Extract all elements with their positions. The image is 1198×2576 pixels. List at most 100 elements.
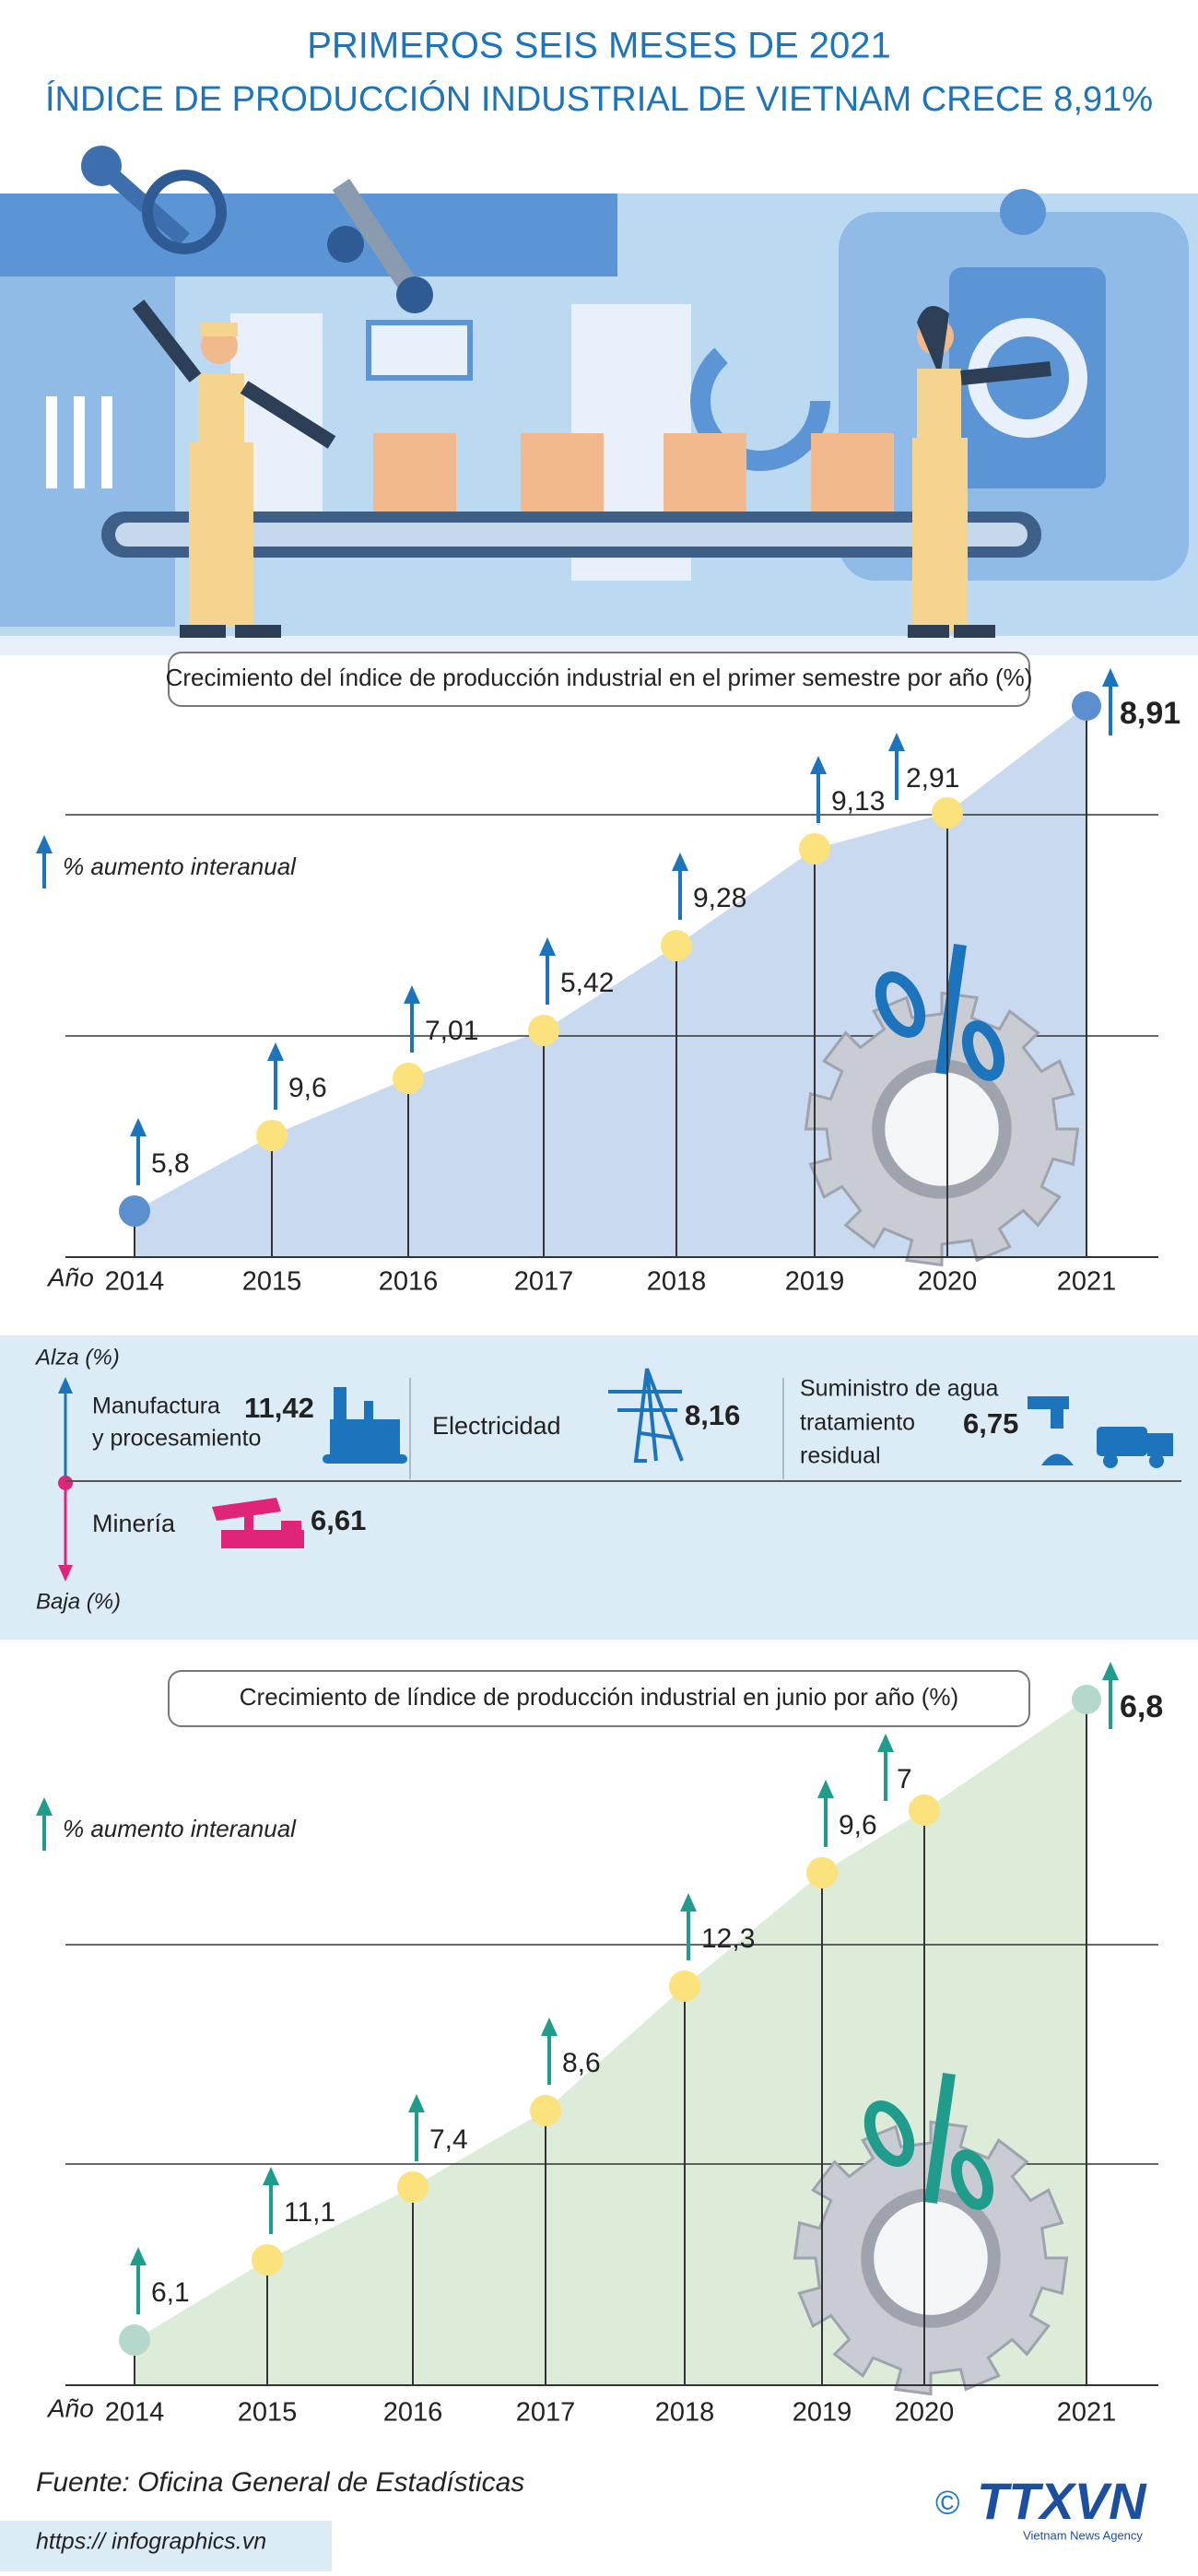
copyright: © xyxy=(935,2484,960,2522)
arrow-head xyxy=(263,2167,279,2185)
value-label: 8,6 xyxy=(562,2048,601,2078)
sector-name: y procesamiento xyxy=(92,1426,261,1452)
sector-name: residual xyxy=(800,1443,881,1469)
dot xyxy=(806,1857,838,1888)
title-box xyxy=(168,652,1030,707)
value-label: 7,4 xyxy=(429,2124,468,2155)
arrow-head xyxy=(680,1893,697,1911)
value-label: 11,1 xyxy=(284,2197,335,2228)
arrow-head xyxy=(1102,668,1119,687)
dot xyxy=(932,797,963,829)
value-label: 5,8 xyxy=(151,1148,190,1179)
dot xyxy=(909,1794,940,1826)
arrow-head xyxy=(404,985,420,1004)
sector-value: 6,61 xyxy=(311,1504,366,1536)
dot xyxy=(119,1195,150,1227)
sector-name: Minería xyxy=(92,1510,176,1537)
dot xyxy=(669,1970,700,2002)
title: PRIMEROS SEIS MESES DE 2021 xyxy=(307,26,891,66)
chart-title: Crecimiento del índice de producción ind… xyxy=(166,664,1033,691)
gear-hole xyxy=(872,1059,1012,1199)
percent-dot xyxy=(950,2149,994,2210)
url: https:// infographics.vn xyxy=(36,2529,266,2555)
arrow-head xyxy=(817,1780,834,1798)
dot xyxy=(119,2324,150,2356)
down-label: Baja (%) xyxy=(36,1589,121,1614)
dot xyxy=(393,1063,424,1094)
value-label: 7 xyxy=(897,1764,912,1794)
subtitle: ÍNDICE DE PRODUCCIÓN INDUSTRIAL DE VIETN… xyxy=(45,79,1153,119)
year-label: 2021 xyxy=(1057,2398,1117,2428)
year-label: 2016 xyxy=(383,2398,443,2428)
year-label: 2020 xyxy=(895,2398,955,2428)
sector-value: 6,75 xyxy=(963,1407,1018,1440)
sector-name: Manufactura xyxy=(92,1394,220,1419)
value-label: 6,1 xyxy=(151,2277,190,2308)
dot xyxy=(397,2171,429,2203)
dot xyxy=(1072,1685,1101,1714)
year-label: 2019 xyxy=(793,2398,852,2428)
year-label: 2021 xyxy=(1057,1267,1117,1297)
legend: % aumento interanual xyxy=(63,1815,297,1842)
dot xyxy=(528,1015,559,1046)
arrow-head xyxy=(36,1797,53,1816)
arrow-head xyxy=(888,733,905,751)
percent-bar xyxy=(924,2073,956,2204)
dot xyxy=(256,1120,288,1151)
value-label: 9,28 xyxy=(693,883,746,913)
chart-title: Crecimiento de líndice de producción ind… xyxy=(240,1683,958,1711)
percent-dot xyxy=(875,971,926,1038)
percent-bar xyxy=(935,944,967,1075)
up-label: Alza (%) xyxy=(34,1345,120,1370)
arrow-head xyxy=(36,835,53,853)
arrow-head xyxy=(810,756,827,774)
x-axis-label: Año xyxy=(46,1263,94,1291)
chart-june: Crecimiento de líndice de producción ind… xyxy=(36,1662,1163,2428)
value-label: 9,13 xyxy=(831,786,885,817)
dot xyxy=(252,2244,283,2276)
arrow-head xyxy=(541,2017,558,2036)
illustration xyxy=(0,146,1198,655)
year-label: 2019 xyxy=(785,1267,845,1297)
value-label: 12,3 xyxy=(701,1923,755,1954)
year-label: 2020 xyxy=(918,1267,978,1297)
x-axis-label: Año xyxy=(46,2394,94,2422)
dot xyxy=(530,2095,561,2126)
year-label: 2016 xyxy=(379,1267,439,1297)
year-label: 2015 xyxy=(238,2398,298,2428)
year-label: 2018 xyxy=(655,2398,715,2428)
year-label: 2018 xyxy=(647,1267,707,1297)
year-label: 2014 xyxy=(105,1267,165,1297)
year-label: 2015 xyxy=(242,1267,302,1297)
arrow-head xyxy=(408,2094,425,2112)
arrow-head xyxy=(130,1118,147,1136)
dot xyxy=(661,930,692,961)
logo: TTXVN xyxy=(977,2472,1147,2530)
url-band xyxy=(0,2521,332,2571)
chart-semester: Crecimiento del índice de producción ind… xyxy=(36,652,1180,1297)
value-label: 6,8 xyxy=(1120,1689,1163,1724)
sector-name: Electricidad xyxy=(432,1412,561,1440)
legend: % aumento interanual xyxy=(63,853,297,880)
sectors: Alza (%) Baja (%) Manufactura y procesam… xyxy=(34,1345,1181,1614)
sector-value: 11,42 xyxy=(244,1392,314,1424)
arrow-head xyxy=(539,937,556,956)
percent-dot xyxy=(863,2100,915,2167)
value-label: 7,01 xyxy=(425,1016,478,1046)
arrow-head xyxy=(267,1042,284,1061)
arrow-head xyxy=(130,2247,147,2265)
dot xyxy=(1072,691,1101,721)
value-label: 9,6 xyxy=(288,1073,327,1103)
arrow-head xyxy=(877,1734,894,1752)
agency: Vietnam News Agency xyxy=(1023,2528,1143,2542)
percent-dot xyxy=(961,1020,1005,1081)
year-label: 2014 xyxy=(105,2398,165,2428)
sector-name: tratamiento xyxy=(800,1410,915,1436)
arrow-head xyxy=(672,853,688,871)
value-label: 8,91 xyxy=(1120,696,1180,731)
value-label: 9,6 xyxy=(839,1810,877,1841)
source: Fuente: Oficina General de Estadísticas xyxy=(36,2467,524,2498)
value-label: 2,91 xyxy=(906,763,959,794)
